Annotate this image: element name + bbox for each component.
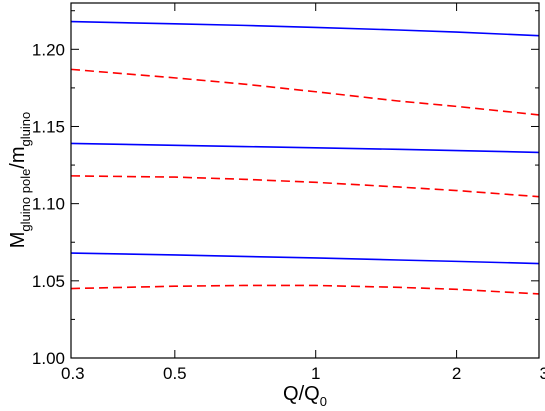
y-axis-title-s2: gluino	[18, 112, 33, 147]
x-axis-title: Q/Q0	[283, 383, 327, 409]
y-tick-label: 1.05	[32, 272, 65, 291]
x-tick-label: 0.3	[61, 364, 85, 383]
y-axis-title-p2: /m	[7, 146, 29, 168]
y-axis-title-s1: gluino pole	[18, 169, 33, 232]
tick-layer: 1.00 1.05 1.10 1.15 1.20 0.3 0.5 1 2 3	[32, 3, 545, 383]
y-tick-label: 1.10	[32, 195, 65, 214]
y-axis-title-p1: M	[7, 232, 29, 249]
plot-frame	[70, 2, 540, 359]
y-tick-label: 1.20	[32, 40, 65, 59]
x-tick-label: 0.5	[163, 364, 187, 383]
series-line-1	[70, 20, 540, 37]
x-tick-label: 1	[311, 364, 320, 383]
series-line-2	[70, 68, 540, 116]
y-tick-label: 1.00	[32, 349, 65, 368]
series-line-3	[70, 142, 540, 154]
series-line-5	[70, 252, 540, 265]
y-axis-title: Mgluino pole/mgluino	[7, 112, 33, 248]
x-axis-title-main: Q/Q	[283, 383, 320, 405]
y-tick-label: 1.15	[32, 117, 65, 136]
series-line-6	[70, 284, 540, 295]
series-line-4	[70, 175, 540, 198]
x-tick-label: 2	[452, 364, 461, 383]
x-tick-label: 3	[540, 364, 545, 383]
x-axis-title-sub: 0	[320, 394, 327, 409]
series-layer	[70, 20, 540, 295]
